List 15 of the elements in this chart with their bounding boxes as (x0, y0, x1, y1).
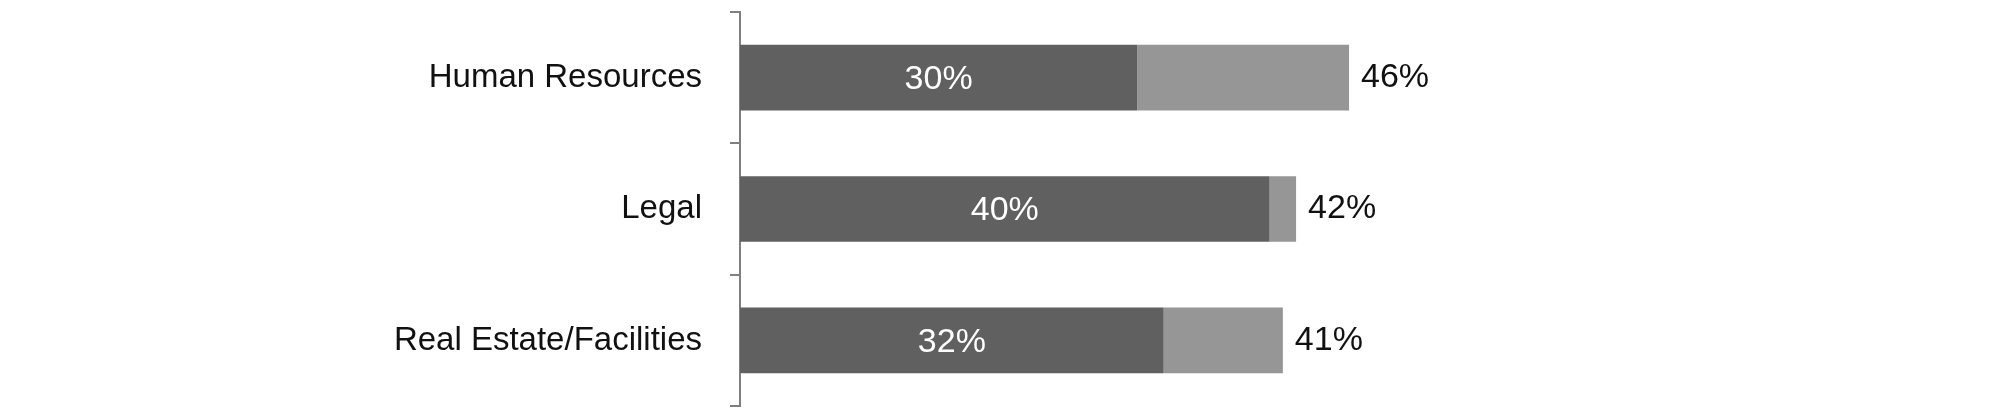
data-label: 40% (970, 189, 1039, 228)
total-label: 46% (1361, 55, 1430, 94)
bar (1269, 176, 1297, 242)
data-label: 30% (904, 57, 973, 96)
bar (740, 44, 1138, 111)
data-label: 32% (917, 320, 986, 359)
bar (740, 176, 1270, 242)
total-label: 42% (1308, 187, 1377, 226)
y-tick-label: Real Estate/Facilities (393, 319, 702, 357)
y-tick-label: Legal (621, 188, 702, 226)
bar (740, 307, 1164, 374)
total-label: 41% (1294, 318, 1363, 357)
bar (1163, 307, 1283, 374)
bar (1137, 44, 1350, 111)
y-tick-label: Human Resources (428, 56, 702, 94)
